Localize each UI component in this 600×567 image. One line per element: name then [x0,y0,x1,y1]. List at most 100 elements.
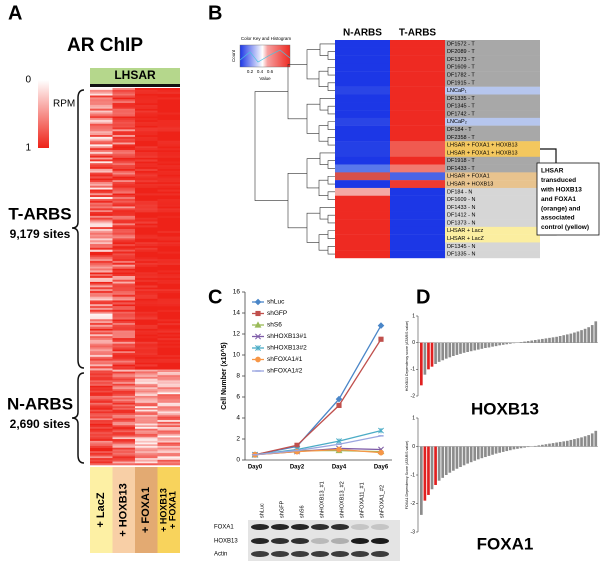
heatmap-stripe [157,176,180,179]
heatmap-stripe [90,210,113,213]
heatmap-stripe [157,161,180,164]
heatmap-stripe [112,208,135,211]
bar [455,446,459,469]
row-label: DF184 - N [447,189,472,195]
heatmap-stripe [135,210,158,213]
heatmap-stripe [90,217,113,220]
dendrogram-branch [318,234,328,251]
bar [505,446,509,452]
note-text: (orange) and [541,205,580,212]
heatmap-stripe [157,414,180,417]
bar [437,446,441,481]
bar [462,342,466,353]
heatmap-cell [390,55,445,64]
dendrogram-branch [327,137,335,146]
heatmap-stripe [112,375,135,378]
heatmap-stripe [112,394,135,397]
heatmap-stripe [157,251,180,254]
heatmap-stripe [135,174,158,177]
heatmap-cell [390,133,445,142]
bar [494,446,498,454]
heatmap-stripe [135,463,158,466]
heatmap-stripe [112,206,135,209]
heatmap-stripe [112,144,135,147]
heatmap-stripe [135,375,158,378]
heatmap-stripe [90,370,113,373]
heatmap-stripe [157,447,180,450]
heatmap-stripe [157,435,180,438]
heatmap-stripe [135,262,158,266]
heatmap-stripe [157,430,180,433]
heatmap-stripe [112,385,135,388]
heatmap-stripe [135,370,158,373]
heatmap-stripe [135,378,158,381]
panel-title: AR ChIP [67,35,143,56]
heatmap-stripe [90,332,113,335]
y-tick-label: 0 [236,457,240,464]
heatmap-stripe [90,319,113,322]
heatmap-stripe [112,433,135,436]
bar [423,342,427,375]
y-tick-label: 16 [233,289,241,296]
heatmap-stripe [135,376,158,379]
key-y-label: Count [231,49,236,62]
heatmap-stripe [157,456,180,459]
bar [509,342,512,344]
heatmap-stripe [90,95,113,98]
heatmap-stripe [157,140,180,143]
heatmap-stripe [135,304,158,307]
heatmap-stripe [157,236,180,239]
bar [462,446,466,466]
heatmap-stripe [135,449,158,452]
heatmap-stripe [112,392,135,395]
heatmap-stripe [90,380,113,383]
heatmap-stripe [112,306,135,309]
heatmap-stripe [112,324,135,328]
heatmap-stripe [135,451,158,454]
heatmap-stripe [90,163,113,166]
heatmap-cell [335,63,390,72]
heatmap-stripe [90,103,113,106]
heatmap-stripe [157,204,180,207]
heatmap-stripe [90,268,113,271]
bar [459,446,462,468]
y-tick-label: 4 [236,415,240,422]
heatmap-stripe [112,189,135,192]
heatmap-stripe [135,394,158,397]
heatmap-stripe [90,300,113,303]
heatmap-stripe [135,99,158,102]
chart-title: HOXB13 [471,399,539,418]
blot-band [351,551,369,557]
heatmap-stripe [90,236,113,239]
blot-band [331,538,349,544]
heatmap-stripe [157,338,180,341]
heatmap-stripe [157,341,180,344]
color-key [239,44,291,68]
heatmap-stripe [135,300,158,303]
heatmap-stripe [112,213,135,217]
heatmap-stripe [112,249,135,252]
row-label-bg [445,94,540,103]
y-tick-label: 0 [412,444,415,450]
heatmap-stripe [112,112,135,115]
heatmap-stripe [90,159,113,162]
heatmap-stripe [112,444,135,447]
heatmap-stripe [157,371,180,374]
row-label: DF184 - T [447,127,472,133]
heatmap-stripe [157,380,180,383]
note-text: and FOXA1 [541,196,576,203]
heatmap-cell [335,47,390,56]
heatmap-stripe [135,274,158,277]
heatmap-stripe [157,289,180,292]
heatmap-stripe [90,306,113,309]
point [254,298,262,306]
heatmap-stripe [90,435,113,438]
heatmap-stripe [90,413,113,416]
heatmap-stripe [90,338,113,341]
heatmap-stripe [112,279,135,282]
heatmap-stripe [112,88,135,91]
heatmap-cell [335,187,390,196]
heatmap-stripe [90,202,113,205]
heatmap-stripe [135,324,158,328]
row-label-bg [445,180,540,189]
